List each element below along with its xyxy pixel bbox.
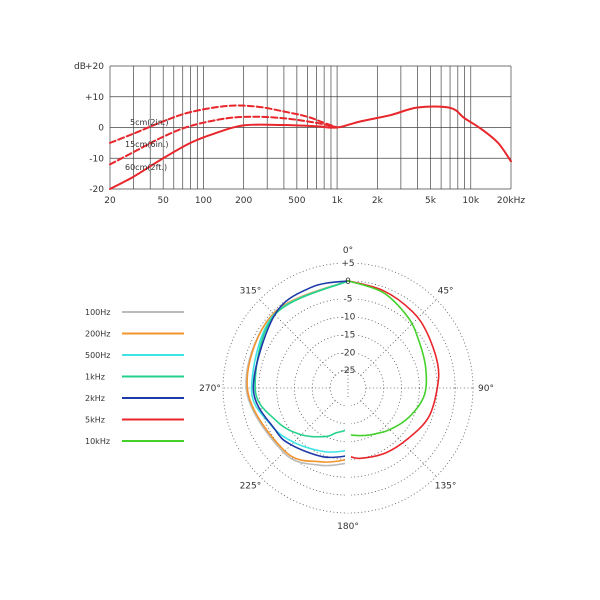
y-tick-label: +10 — [85, 93, 104, 103]
legend-label: 500Hz — [85, 351, 110, 360]
polar-spoke — [360, 299, 437, 376]
polar-ring-label: 0 — [345, 277, 351, 287]
polar-ring-label: -25 — [341, 366, 356, 376]
x-tick-label: 200 — [235, 196, 252, 206]
legend-label: 5kHz — [85, 416, 105, 425]
polar-ring-label: -15 — [341, 330, 356, 340]
y-axis-label: dB — [74, 62, 86, 72]
polar-label-mask — [340, 259, 356, 369]
legend-label: 200Hz — [85, 330, 110, 339]
x-tick-label: 20 — [104, 196, 116, 206]
x-tick-label: 10k — [462, 196, 479, 206]
legend-label: 2kHz — [85, 394, 105, 403]
polar-ring-label: +5 — [341, 259, 354, 269]
polar-ring-label: -20 — [341, 348, 356, 358]
polar-angle-label: 135° — [435, 482, 457, 492]
legend-label: 1kHz — [85, 373, 105, 382]
polar-pattern-chart: +5 0 -5 -10 -15 -20 -25 0° 45° 90° 135° 180° 225° 270… — [199, 246, 494, 532]
polar-angle-label: 225° — [240, 482, 262, 492]
polar-angle-label: 270° — [199, 384, 221, 394]
polar-legend: 100Hz 200Hz 500Hz 1kHz 2kHz 5kHz 10kHz — [85, 308, 184, 446]
freq-series-line — [109, 104, 339, 144]
polar-center-gap — [345, 398, 351, 513]
polar-series-line — [252, 280, 349, 459]
polar-angle-label: 90° — [478, 384, 494, 394]
freq-series-label: 5cm(2in.) — [130, 118, 168, 127]
x-tick-label: 50 — [157, 196, 169, 206]
y-tick-label: +20 — [85, 62, 104, 72]
y-tick-label: -20 — [89, 185, 104, 195]
y-tick-label: -10 — [89, 154, 104, 164]
polar-series-line — [347, 280, 440, 460]
legend-label: 10kHz — [85, 437, 110, 446]
y-tick-label: 0 — [98, 124, 104, 134]
freq-series-line — [109, 105, 512, 190]
polar-angle-label: 180° — [337, 522, 359, 532]
polar-series-line — [254, 280, 349, 438]
polar-series-line — [250, 280, 349, 453]
x-tick-label: 1k — [332, 196, 344, 206]
polar-spoke — [259, 299, 336, 376]
polar-angle-label: 45° — [438, 286, 454, 296]
polar-spoke — [360, 400, 437, 477]
polar-spoke — [259, 400, 336, 477]
frequency-response-chart: +20 +10 0 -10 -20 dB 20 50 100 200 500 1k 2k 5k 10k 20k… — [74, 62, 525, 206]
polar-angle-label: 315° — [240, 286, 262, 296]
x-tick-label: 2k — [372, 196, 384, 206]
legend-label: 100Hz — [85, 308, 110, 317]
polar-series-line — [347, 280, 428, 437]
x-tick-label: 20kHz — [497, 196, 525, 206]
freq-series-label: 15cm(6in.) — [125, 140, 169, 149]
x-tick-label: 100 — [195, 196, 212, 206]
freq-series-line — [109, 115, 339, 166]
polar-ring-label: -10 — [341, 313, 356, 323]
x-tick-label: 500 — [288, 196, 305, 206]
polar-angle-label: 0° — [343, 246, 353, 256]
x-tick-label: 5k — [425, 196, 437, 206]
freq-series-label: 60cm(2ft.) — [125, 163, 167, 172]
polar-ring-label: -5 — [344, 295, 353, 305]
